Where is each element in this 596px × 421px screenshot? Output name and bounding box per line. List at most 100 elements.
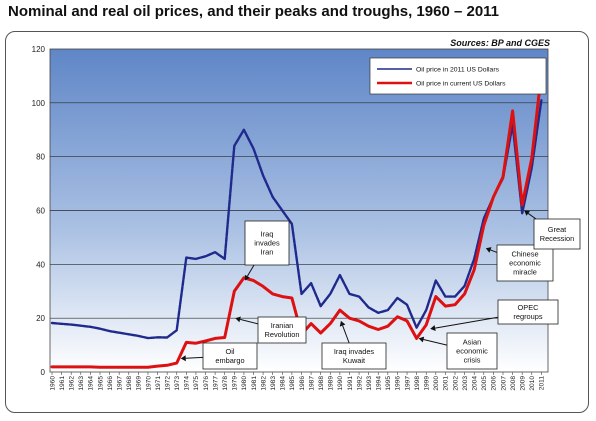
annotation-text: miracle: [513, 268, 537, 277]
x-tick-label: 2009: [519, 376, 526, 391]
x-tick-label: 1960: [49, 376, 56, 391]
chart-title: Nominal and real oil prices, and their p…: [8, 3, 500, 20]
x-tick-label: 1964: [88, 376, 95, 391]
x-tick-label: 1979: [232, 376, 239, 391]
x-tick-label: 1997: [404, 376, 411, 391]
annotation-text: Recession: [540, 234, 575, 243]
annotation-text: economic: [456, 347, 488, 356]
annotation-box: [533, 218, 581, 250]
annotation-box: [257, 316, 307, 344]
series-line-real-2011-usd: [50, 98, 543, 340]
x-tick-label: 1985: [289, 376, 296, 391]
x-tick-label: 1975: [193, 376, 200, 391]
annotation-arrowhead: [485, 247, 492, 253]
annotation-text: economic: [509, 259, 541, 268]
annotation-text: Kuwait: [343, 356, 365, 365]
annotation-text: Iraq: [261, 230, 274, 239]
annotation-arrowhead: [430, 325, 436, 331]
x-tick-label: 1981: [251, 376, 258, 391]
x-tick-label: 1996: [395, 376, 402, 391]
annotation-arrowhead: [244, 274, 250, 281]
x-tick-label: 1995: [385, 376, 392, 391]
x-tick-label: 1987: [308, 376, 315, 391]
x-tick-label: 1994: [376, 376, 383, 391]
y-tick-label: 80: [36, 153, 45, 162]
source-note: Sources: BP and CGES: [450, 38, 550, 48]
x-tick-label: 1992: [356, 376, 363, 391]
annotation-text: embargo: [215, 356, 244, 365]
x-tick-label: 1991: [347, 376, 354, 391]
x-tick-label: 1966: [107, 376, 114, 391]
x-tick-label: 1993: [366, 376, 373, 391]
y-tick-label: 0: [41, 368, 46, 377]
annotation-arrow-line: [185, 356, 204, 359]
annotation-box: [496, 244, 554, 282]
x-tick-label: 2011: [539, 376, 546, 391]
x-tick-label: 2007: [500, 376, 507, 391]
annotation-arrow-line: [527, 213, 537, 220]
annotation-box: [202, 342, 258, 370]
x-tick-label: 1973: [174, 376, 181, 391]
legend: Oil price in 2011 US Dollars Oil price in…: [369, 57, 547, 95]
annotation-box: [497, 299, 559, 325]
x-tick-label: 1978: [222, 376, 229, 391]
x-tick-label: 1976: [203, 376, 210, 391]
annotation-text: invades: [254, 239, 280, 248]
x-tick-label: 1965: [97, 376, 104, 391]
annotation-arrow-line: [423, 339, 448, 346]
x-tick-label: 1972: [164, 376, 171, 391]
annotation-text: regroups: [513, 312, 542, 321]
x-tick-label: 1982: [260, 376, 267, 391]
annotation-arrow-line: [247, 264, 255, 277]
legend-box: [369, 57, 547, 95]
annotation-text: Great: [548, 225, 566, 234]
annotation-arrow-line: [240, 318, 259, 325]
annotation-text: Asian: [463, 338, 482, 347]
x-tick-label: 2003: [462, 376, 469, 391]
annotation-text: Oil: [225, 347, 234, 356]
annotation-arrowhead: [235, 316, 241, 323]
x-tick-label: 1971: [155, 376, 162, 391]
annotation-box: [244, 220, 290, 266]
x-tick-label: 1977: [212, 376, 219, 391]
x-tick-label: 1983: [270, 376, 277, 391]
x-tick-label: 1970: [145, 376, 152, 391]
x-tick-label: 2008: [510, 376, 517, 391]
annotation-arrowhead: [418, 336, 425, 343]
annotation-text: Chinese: [511, 250, 538, 259]
annotation-box: [446, 332, 498, 370]
y-tick-label: 20: [36, 314, 45, 323]
x-tick-label: 2005: [481, 376, 488, 391]
annotation-text: Iranian: [271, 321, 294, 330]
x-tick-label: 2006: [491, 376, 498, 391]
y-tick-label: 120: [32, 45, 46, 54]
y-tick-label: 40: [36, 260, 45, 269]
annotation-text: crisis: [464, 356, 481, 365]
series-line-nominal-current-usd: [50, 71, 543, 369]
x-tick-label: 1986: [299, 376, 306, 391]
x-tick-label: 1963: [78, 376, 85, 391]
legend-label: Oil price in 2011 US Dollars: [416, 67, 500, 74]
annotation-text: Iraq invades: [334, 347, 375, 356]
legend-label: Oil price in current US Dollars: [416, 81, 506, 88]
y-tick-label: 60: [36, 207, 45, 216]
x-tick-label: 1984: [280, 376, 287, 391]
annotation-arrow-line: [342, 325, 350, 344]
x-tick-label: 2002: [452, 376, 459, 391]
annotation-text: Iran: [261, 248, 274, 257]
x-tick-label: 2001: [443, 376, 450, 391]
x-tick-label: 1989: [328, 376, 335, 391]
x-tick-label: 2010: [529, 376, 536, 391]
y-tick-label: 100: [32, 99, 46, 108]
annotation-box: [321, 342, 387, 370]
x-tick-label: 2004: [471, 376, 478, 391]
x-tick-label: 1967: [116, 376, 123, 391]
